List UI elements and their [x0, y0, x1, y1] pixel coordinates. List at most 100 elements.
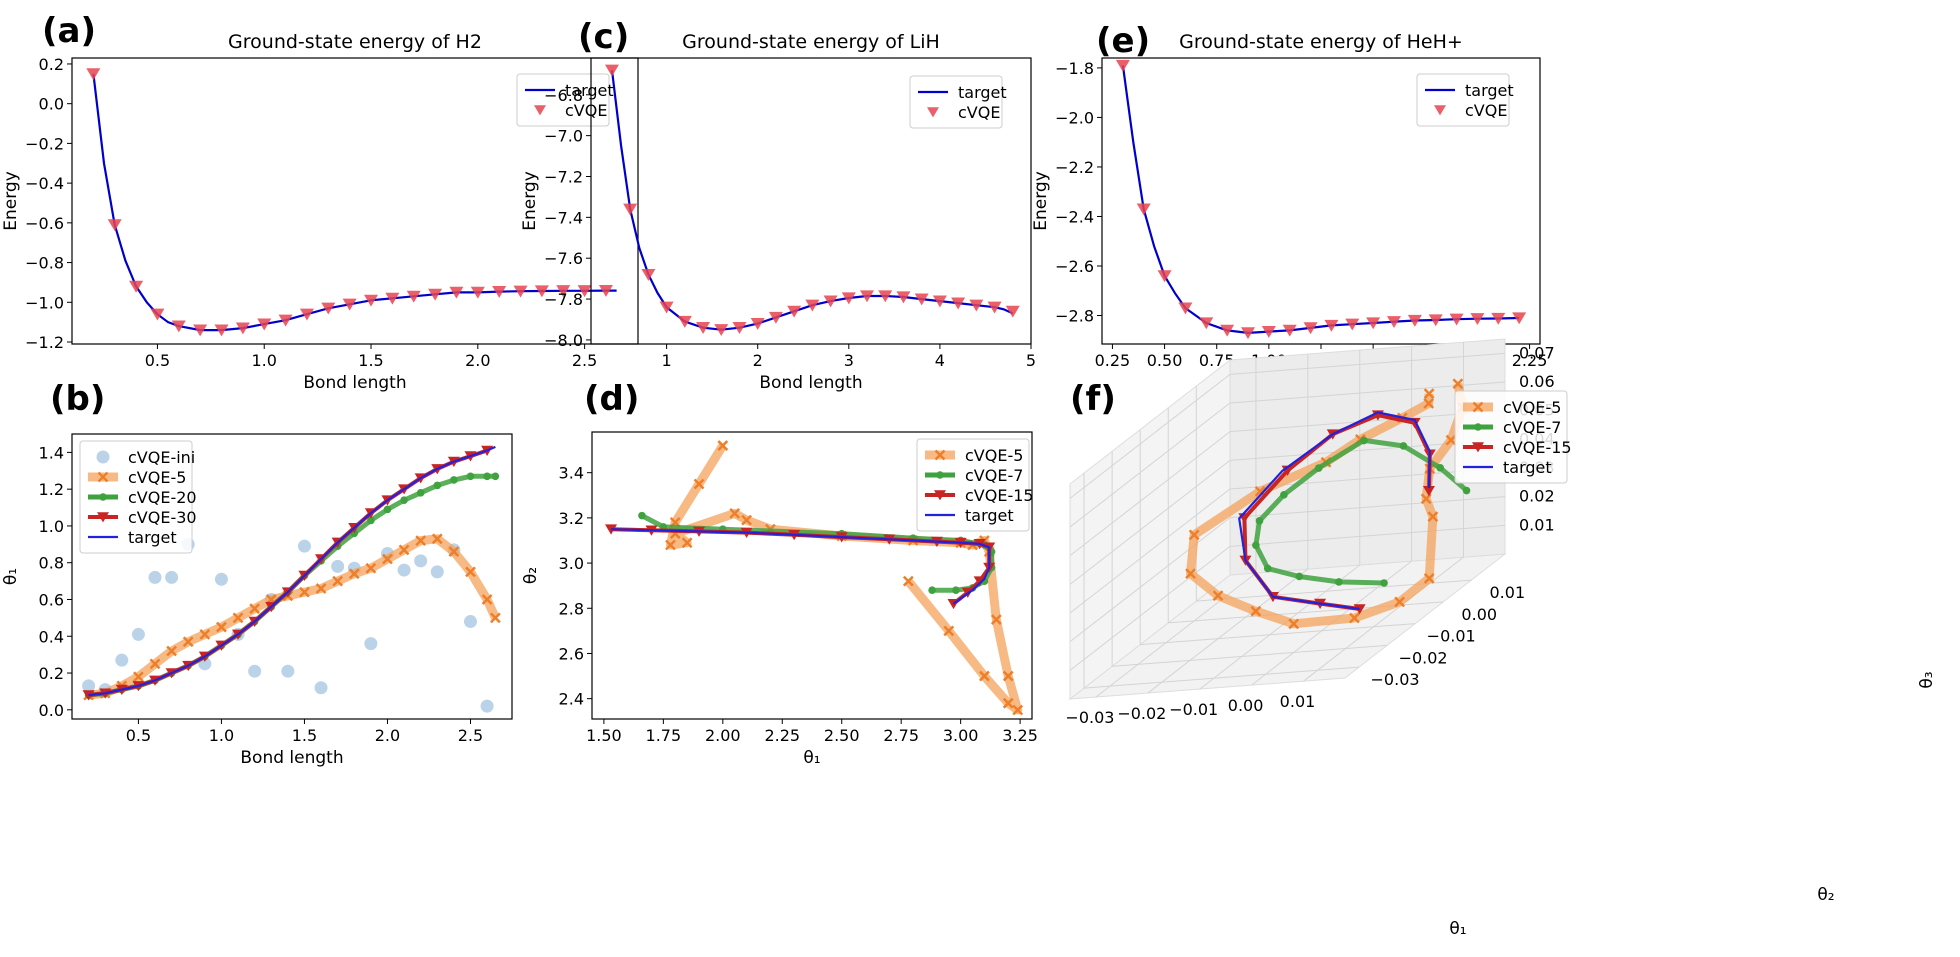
data-point [1445, 434, 1457, 446]
legend-label: cVQE-5 [128, 468, 186, 487]
data-point [1188, 529, 1200, 541]
data-point [1436, 464, 1444, 472]
data-point [171, 320, 186, 333]
grid-line [1199, 564, 1361, 690]
data-point [1449, 313, 1464, 326]
chart-d: 1.50 1.75 2.00 2.25 2.50 2.75 3.00 3.25 2.4 2.6 2.… [521, 431, 1038, 768]
data-point [1349, 612, 1360, 624]
grid-line [1229, 524, 1506, 547]
data-point [1360, 436, 1368, 445]
legend-entry: target [525, 81, 614, 100]
x-tick-label: 0.25 [1095, 351, 1131, 370]
data-point [492, 285, 507, 298]
data-point [383, 505, 392, 514]
y-tick-label: −1.2 [25, 333, 64, 352]
y-tick-label: 0.0 [39, 701, 64, 720]
x-tick-label: 5 [1026, 351, 1036, 370]
data-point [717, 440, 729, 451]
x-axis-label: Bond length [759, 373, 862, 393]
x-tick-label: 3.00 [943, 726, 979, 745]
legend-box [1454, 390, 1568, 484]
data-point [1394, 596, 1405, 608]
data-point [82, 690, 95, 701]
data-point [1263, 564, 1272, 573]
legend-label: cVQE [565, 101, 607, 120]
data-point [193, 324, 208, 337]
data-point [1295, 572, 1304, 581]
data-point [1427, 511, 1439, 523]
data-point [299, 308, 314, 321]
grid-line [1083, 666, 1360, 689]
grid-line [1303, 556, 1464, 682]
data-point [465, 566, 476, 578]
legend-entry: cVQE [534, 101, 607, 120]
y-axis-label: θ₂ [521, 567, 541, 584]
data-point [1474, 423, 1482, 431]
panel-label: (c) [578, 17, 629, 57]
data-point [400, 496, 408, 504]
y-tick-label: 0.00 [1461, 605, 1497, 624]
legend-label: cVQE-20 [128, 488, 197, 507]
legend-entry: cVQE-7 [925, 466, 1023, 485]
data-point [729, 507, 741, 519]
y-tick-label: 1.0 [39, 517, 64, 536]
data-point [696, 322, 711, 334]
series-line [1253, 437, 1469, 586]
data-point [1288, 618, 1300, 630]
data-point [365, 562, 377, 574]
data-point [449, 286, 464, 299]
data-point [902, 575, 914, 587]
data-point [1185, 568, 1196, 580]
grid-line [1140, 623, 1416, 646]
data-point [483, 472, 491, 481]
x-tick-label: 2 [753, 351, 763, 370]
data-point [1491, 312, 1506, 325]
legend-entry: cVQE-7 [1463, 418, 1561, 437]
legend-label: cVQE-7 [965, 466, 1023, 485]
data-point [364, 637, 378, 651]
data-point [430, 565, 444, 579]
data-point [1324, 319, 1339, 332]
data-point [768, 311, 783, 324]
series-group [82, 445, 501, 713]
y-tick-label: 3.2 [559, 509, 584, 528]
data-point [129, 280, 144, 293]
y-tick-label: 0.8 [39, 554, 64, 573]
legend-label: target [958, 83, 1007, 102]
data-point [470, 286, 485, 299]
data-point [431, 533, 443, 545]
plot-frame [591, 431, 1033, 720]
grid-line [1069, 373, 1231, 499]
legend-entry: cVQE-30 [88, 508, 197, 527]
data-point [805, 299, 820, 312]
chart-a: 0.5 1.0 1.5 2.0 2.5 0.2 0.0 −0.2 −0.4 −0.6 −0.8 −1.… [1, 31, 639, 393]
legend-entry: cVQE-5 [1463, 398, 1561, 417]
data-point [1005, 305, 1020, 318]
data-point [463, 615, 477, 629]
grid-line [1112, 644, 1388, 667]
data-point [973, 576, 986, 587]
panel-label: (a) [42, 11, 96, 51]
y-tick-label: −8.0 [544, 331, 583, 350]
data-point [1280, 491, 1288, 499]
grid-line [1069, 488, 1231, 614]
data-point [248, 664, 262, 678]
data-point [1353, 604, 1366, 615]
data-point [1136, 203, 1151, 216]
x-tick-label: 0.01 [1280, 692, 1316, 711]
data-point [952, 586, 960, 594]
legend-box [916, 438, 1030, 532]
legend-entry: cVQE-ini [96, 448, 195, 467]
data-point [936, 471, 944, 479]
data-point [107, 219, 122, 232]
chart-e: 0.250.500.751.001.251.501.752.002.25−1.8… [1031, 31, 1547, 393]
data-point [97, 471, 109, 483]
grid-line [1229, 352, 1506, 375]
x-tick-label: −0.01 [1169, 700, 1218, 719]
data-point [481, 594, 493, 605]
data-point [1423, 397, 1435, 409]
data-point [385, 292, 400, 305]
x-axis-label: θ₁ [803, 748, 820, 768]
z-tick-label: 0.02 [1519, 487, 1555, 506]
y-axis-label: Energy [1031, 171, 1051, 231]
